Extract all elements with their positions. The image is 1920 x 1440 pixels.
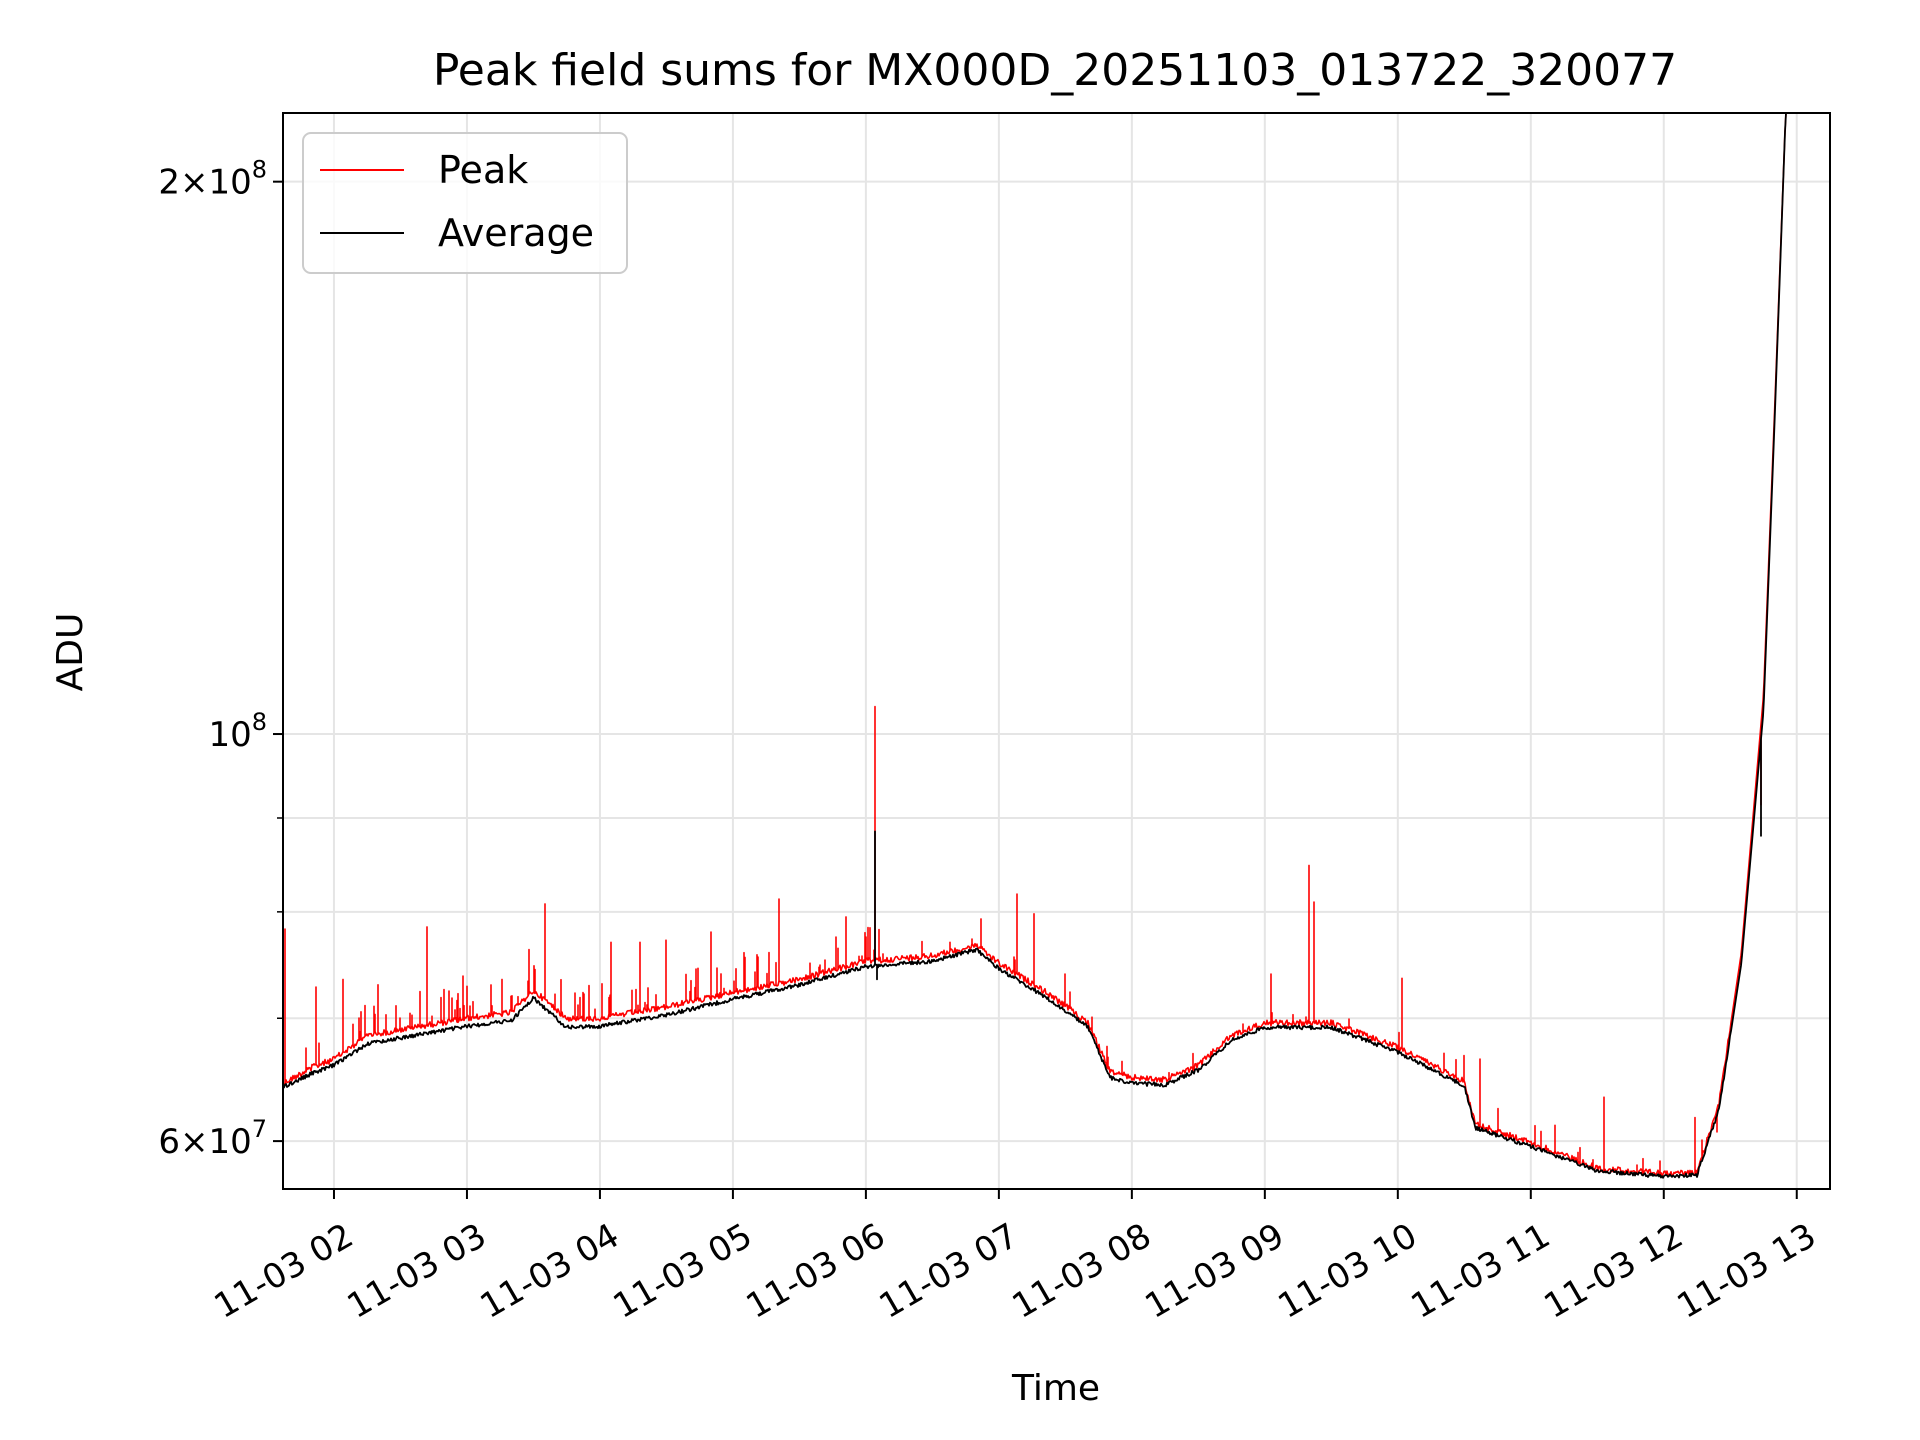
y-tick-label: 108 — [208, 708, 267, 755]
grid — [283, 113, 1830, 1189]
chart-title: Peak field sums for MX000D_20251103_0137… — [433, 45, 1677, 96]
y-axis-label: ADU — [50, 613, 91, 692]
y-axis: 6×107 108 2×108 — [158, 156, 283, 1162]
plot-frame — [282, 112, 1831, 1190]
y-tick-mantissa: 6 — [158, 1122, 180, 1162]
y-tick-exponent: 8 — [252, 156, 267, 184]
legend: Peak Average — [302, 132, 628, 274]
legend-box — [302, 132, 628, 274]
series-layer — [283, 113, 1787, 1179]
y-tick-mantissa: 2 — [158, 163, 180, 203]
y-tick-label: 6×107 — [158, 1115, 267, 1162]
y-tick-exponent: 7 — [252, 1115, 267, 1143]
series-average-line — [283, 113, 1787, 1179]
x-axis-label: Time — [1011, 1368, 1100, 1409]
y-tick-label: 2×108 — [158, 156, 267, 203]
legend-label-peak: Peak — [438, 148, 528, 192]
legend-label-average: Average — [438, 211, 594, 255]
series-peak-line — [283, 113, 1787, 1178]
y-tick-exponent: 8 — [252, 708, 267, 736]
